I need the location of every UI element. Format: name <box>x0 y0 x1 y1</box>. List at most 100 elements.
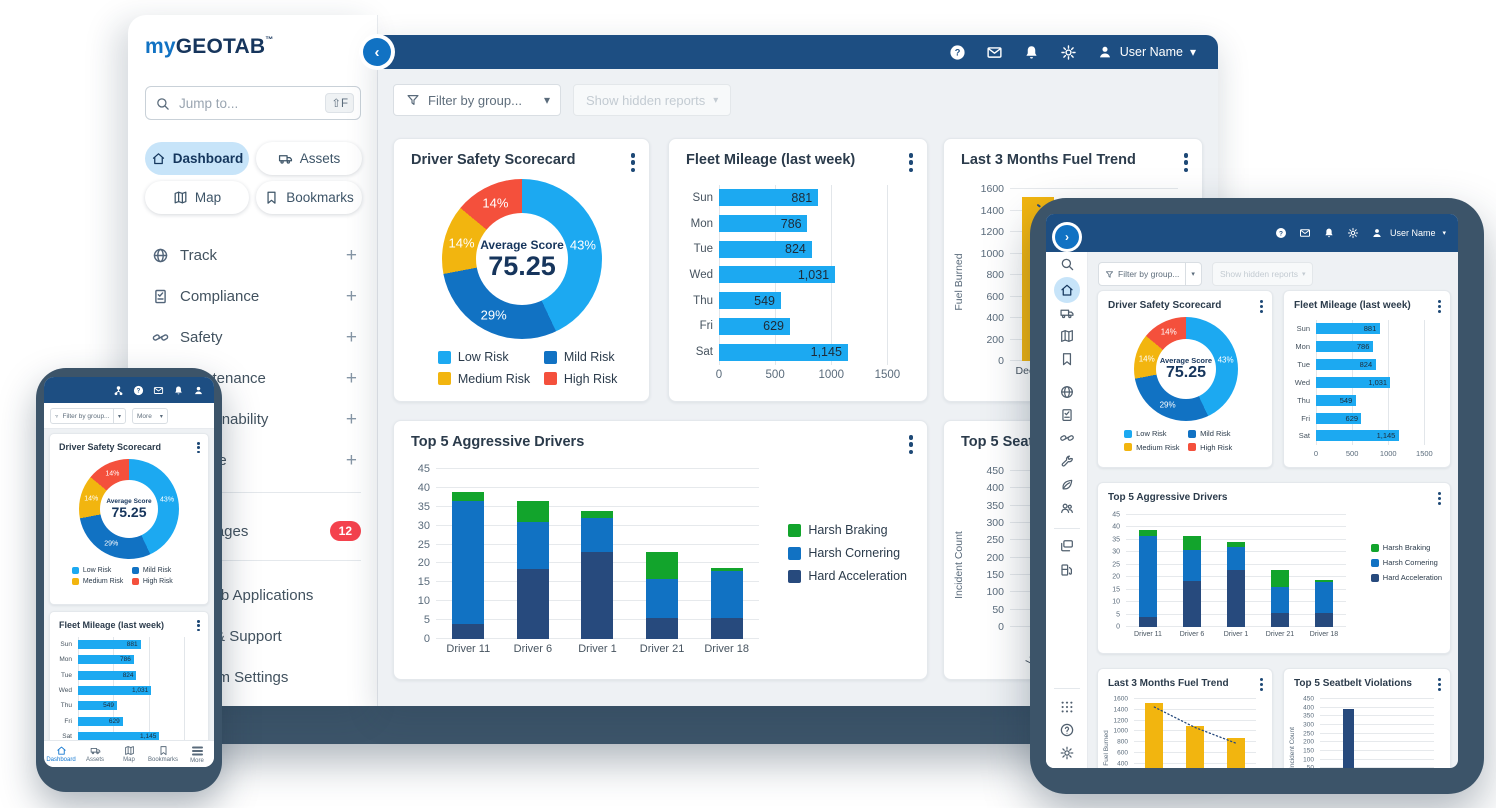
wrench-icon[interactable] <box>1059 455 1074 470</box>
nav-bookmarks[interactable]: Bookmarks <box>146 741 180 767</box>
user-menu[interactable]: User Name ▾ <box>1371 227 1446 239</box>
help-icon[interactable] <box>1059 723 1074 738</box>
sidebar-expand-button[interactable]: › <box>1055 225 1079 249</box>
card-menu-button[interactable] <box>1438 492 1441 505</box>
aggressive-drivers-legend: Harsh Braking Harsh Cornering Hard Acceler… <box>788 523 907 583</box>
more-button[interactable]: More ▾ <box>132 408 168 424</box>
fuel-pump-icon[interactable] <box>1059 563 1074 578</box>
bell-icon[interactable] <box>1323 227 1335 239</box>
nav-assets[interactable]: Assets <box>78 741 112 767</box>
help-icon[interactable]: ? <box>133 385 144 396</box>
nav-map[interactable]: Map <box>112 741 146 767</box>
bell-icon[interactable] <box>1023 44 1040 61</box>
quick-button-map[interactable]: Map <box>145 181 249 214</box>
show-hidden-reports-button[interactable]: Show hidden reports ▾ <box>573 84 732 116</box>
funnel-icon <box>1105 270 1114 279</box>
mail-icon[interactable] <box>153 385 164 396</box>
chevron-down-icon[interactable]: ▾ <box>117 413 121 420</box>
jump-to-search[interactable]: ⇧F <box>145 86 361 120</box>
card-menu-button[interactable] <box>1183 153 1188 173</box>
nav-more[interactable]: More <box>180 741 214 767</box>
expand-plus-icon[interactable]: + <box>345 449 357 471</box>
card-menu-button[interactable] <box>1438 300 1441 313</box>
shortcut-badge: ⇧F <box>325 93 354 113</box>
svg-text:?: ? <box>1279 230 1283 237</box>
gear-icon[interactable] <box>1059 746 1074 761</box>
card-driver-safety-scorecard: Driver Safety Scorecard Average Score 75.… <box>393 138 650 402</box>
map-icon <box>173 190 188 205</box>
chevron-down-icon: ▾ <box>1442 230 1446 237</box>
phone-topbar: ? <box>44 377 214 403</box>
search-input[interactable] <box>177 94 319 112</box>
home-icon[interactable] <box>1059 283 1074 298</box>
sidebar-collapse-button[interactable]: ‹ <box>363 38 391 66</box>
card-menu-button[interactable] <box>1438 678 1441 691</box>
expand-plus-icon[interactable]: + <box>345 244 357 266</box>
map-icon[interactable] <box>1059 329 1074 344</box>
search-icon[interactable] <box>1059 257 1074 272</box>
card-menu-button[interactable] <box>197 620 200 632</box>
filter-by-group[interactable]: Filter by group... ▾ <box>50 408 126 424</box>
chain-link-icon[interactable] <box>1059 431 1074 446</box>
card-menu-button[interactable] <box>1260 678 1263 691</box>
expand-plus-icon[interactable]: + <box>345 326 357 348</box>
document-icon[interactable] <box>1059 408 1074 423</box>
people-icon[interactable] <box>1059 501 1074 516</box>
card-menu-button[interactable] <box>197 442 200 454</box>
card-menu-button[interactable] <box>908 153 913 173</box>
funnel-icon <box>55 413 59 420</box>
apps-grid-icon[interactable] <box>1059 700 1074 715</box>
scorecard-legend: Low Risk Mild Risk Medium Risk High Risk <box>72 567 173 586</box>
card-aggressive-drivers: Top 5 Aggressive Drivers 0 5 10 15 20 25 30 35 4… <box>393 420 928 680</box>
quick-button-dashboard[interactable]: Dashboard <box>145 142 249 175</box>
phone-bottom-nav: Dashboard Assets Map Bookmarks More <box>44 740 214 767</box>
help-icon[interactable]: ? <box>949 44 966 61</box>
aggressive-drivers-chart: 0 5 10 15 20 25 30 35 40 45 Driver 11 Driver 6 Drive… <box>1106 511 1350 645</box>
user-menu[interactable]: User Name ▾ <box>1097 44 1196 60</box>
driver-safety-donut-chart: Average Score 75.25 43% 29% 14% 14% <box>79 459 179 559</box>
card-seatbelt-violations: Top 5 Seatbelt Violations 05010015020025… <box>1283 668 1451 768</box>
show-hidden-reports-button[interactable]: Show hidden reports ▾ <box>1212 262 1314 286</box>
active-indicator <box>1053 277 1080 303</box>
funnel-icon <box>406 93 420 107</box>
card-menu-button[interactable] <box>908 435 913 455</box>
hamburger-icon <box>191 749 203 752</box>
gear-icon[interactable] <box>1060 44 1077 61</box>
help-icon[interactable]: ? <box>1275 227 1287 239</box>
mail-icon[interactable] <box>986 44 1003 61</box>
leaf-icon[interactable] <box>1059 478 1074 493</box>
mygeotab-logo[interactable]: myGEOTAB™ <box>145 35 274 58</box>
nav-dashboard[interactable]: Dashboard <box>44 741 78 767</box>
messages-icon[interactable] <box>1059 539 1074 554</box>
quick-button-assets[interactable]: Assets <box>256 142 362 175</box>
svg-text:?: ? <box>137 388 141 394</box>
tablet-topbar: ? User Name ▾ <box>1046 214 1458 252</box>
expand-plus-icon[interactable]: + <box>345 408 357 430</box>
sidebar-item-track[interactable]: Track + <box>128 235 377 276</box>
divider <box>145 560 361 561</box>
card-menu-button[interactable] <box>630 153 635 173</box>
fleet-mileage-chart: 050010001500Sun881Mon786Tue824Wed1,031Th… <box>56 635 200 756</box>
sidebar-item-safety[interactable]: Safety + <box>128 317 377 358</box>
chain-link-icon <box>152 329 169 346</box>
chevron-down-icon[interactable]: ▾ <box>1191 271 1195 278</box>
bookmark-icon[interactable] <box>1059 352 1074 367</box>
quick-button-bookmarks[interactable]: Bookmarks <box>256 181 362 214</box>
driver-network-icon[interactable] <box>113 385 124 396</box>
filter-by-group[interactable]: Filter by group... ▾ <box>393 84 561 116</box>
driver-safety-donut-chart: Average Score 75.25 43% 29% 14% 14% <box>442 179 602 339</box>
expand-plus-icon[interactable]: + <box>345 367 357 389</box>
sidebar-item-compliance[interactable]: Compliance + <box>128 276 377 317</box>
card-menu-button[interactable] <box>1260 300 1263 313</box>
chevron-down-icon: ▾ <box>1189 45 1196 59</box>
chevron-down-icon[interactable]: ▾ <box>543 93 550 107</box>
mail-icon[interactable] <box>1299 227 1311 239</box>
bell-icon[interactable] <box>173 385 184 396</box>
person-icon[interactable] <box>193 385 204 396</box>
expand-plus-icon[interactable]: + <box>345 285 357 307</box>
truck-icon[interactable] <box>1059 306 1074 321</box>
globe-icon[interactable] <box>1059 385 1074 400</box>
filter-by-group[interactable]: Filter by group... ▾ <box>1098 262 1202 286</box>
gear-icon[interactable] <box>1347 227 1359 239</box>
